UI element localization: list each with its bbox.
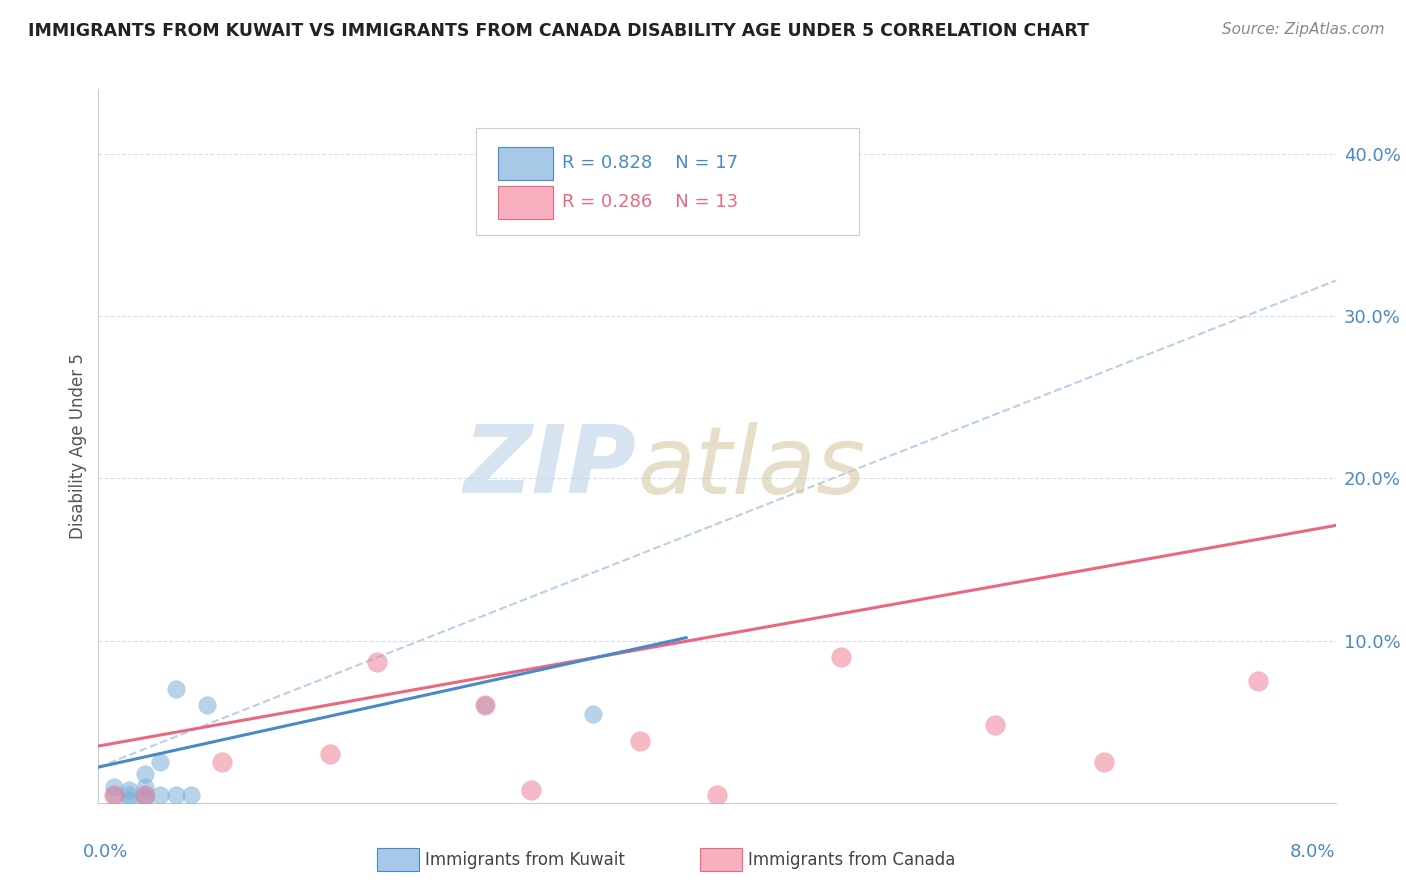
Text: IMMIGRANTS FROM KUWAIT VS IMMIGRANTS FROM CANADA DISABILITY AGE UNDER 5 CORRELAT: IMMIGRANTS FROM KUWAIT VS IMMIGRANTS FRO… (28, 22, 1090, 40)
Text: 8.0%: 8.0% (1291, 843, 1336, 862)
FancyBboxPatch shape (475, 128, 859, 235)
Text: ZIP: ZIP (464, 421, 637, 514)
Y-axis label: Disability Age Under 5: Disability Age Under 5 (69, 353, 87, 539)
Point (582, 706, 605, 721)
Point (474, 698, 496, 713)
Text: R = 0.286    N = 13: R = 0.286 N = 13 (562, 193, 738, 211)
Point (134, 780, 156, 794)
Text: Immigrants from Canada: Immigrants from Canada (748, 851, 955, 869)
Point (134, 788, 156, 802)
Point (165, 682, 187, 697)
Point (134, 766, 156, 780)
Point (628, 734, 651, 748)
Point (118, 788, 141, 802)
Point (149, 788, 172, 802)
Point (118, 782, 141, 797)
Point (366, 655, 388, 669)
Text: Source: ZipAtlas.com: Source: ZipAtlas.com (1222, 22, 1385, 37)
Point (103, 788, 125, 802)
Point (103, 788, 125, 802)
Point (211, 756, 233, 770)
Point (134, 788, 156, 802)
Point (1092, 756, 1115, 770)
Point (195, 698, 218, 713)
Point (520, 782, 543, 797)
Point (984, 718, 1007, 732)
Point (830, 649, 852, 664)
Point (474, 698, 496, 713)
Text: R = 0.828    N = 17: R = 0.828 N = 17 (562, 153, 738, 171)
Text: Immigrants from Kuwait: Immigrants from Kuwait (425, 851, 624, 869)
Point (180, 788, 202, 802)
Point (165, 788, 187, 802)
Point (118, 792, 141, 806)
Point (103, 780, 125, 794)
FancyBboxPatch shape (498, 147, 553, 180)
Point (149, 756, 172, 770)
FancyBboxPatch shape (498, 186, 553, 219)
Point (706, 788, 728, 802)
Text: 0.0%: 0.0% (83, 843, 128, 862)
Point (134, 791, 156, 805)
Text: atlas: atlas (637, 422, 865, 513)
Point (1247, 674, 1270, 689)
Point (319, 747, 342, 761)
